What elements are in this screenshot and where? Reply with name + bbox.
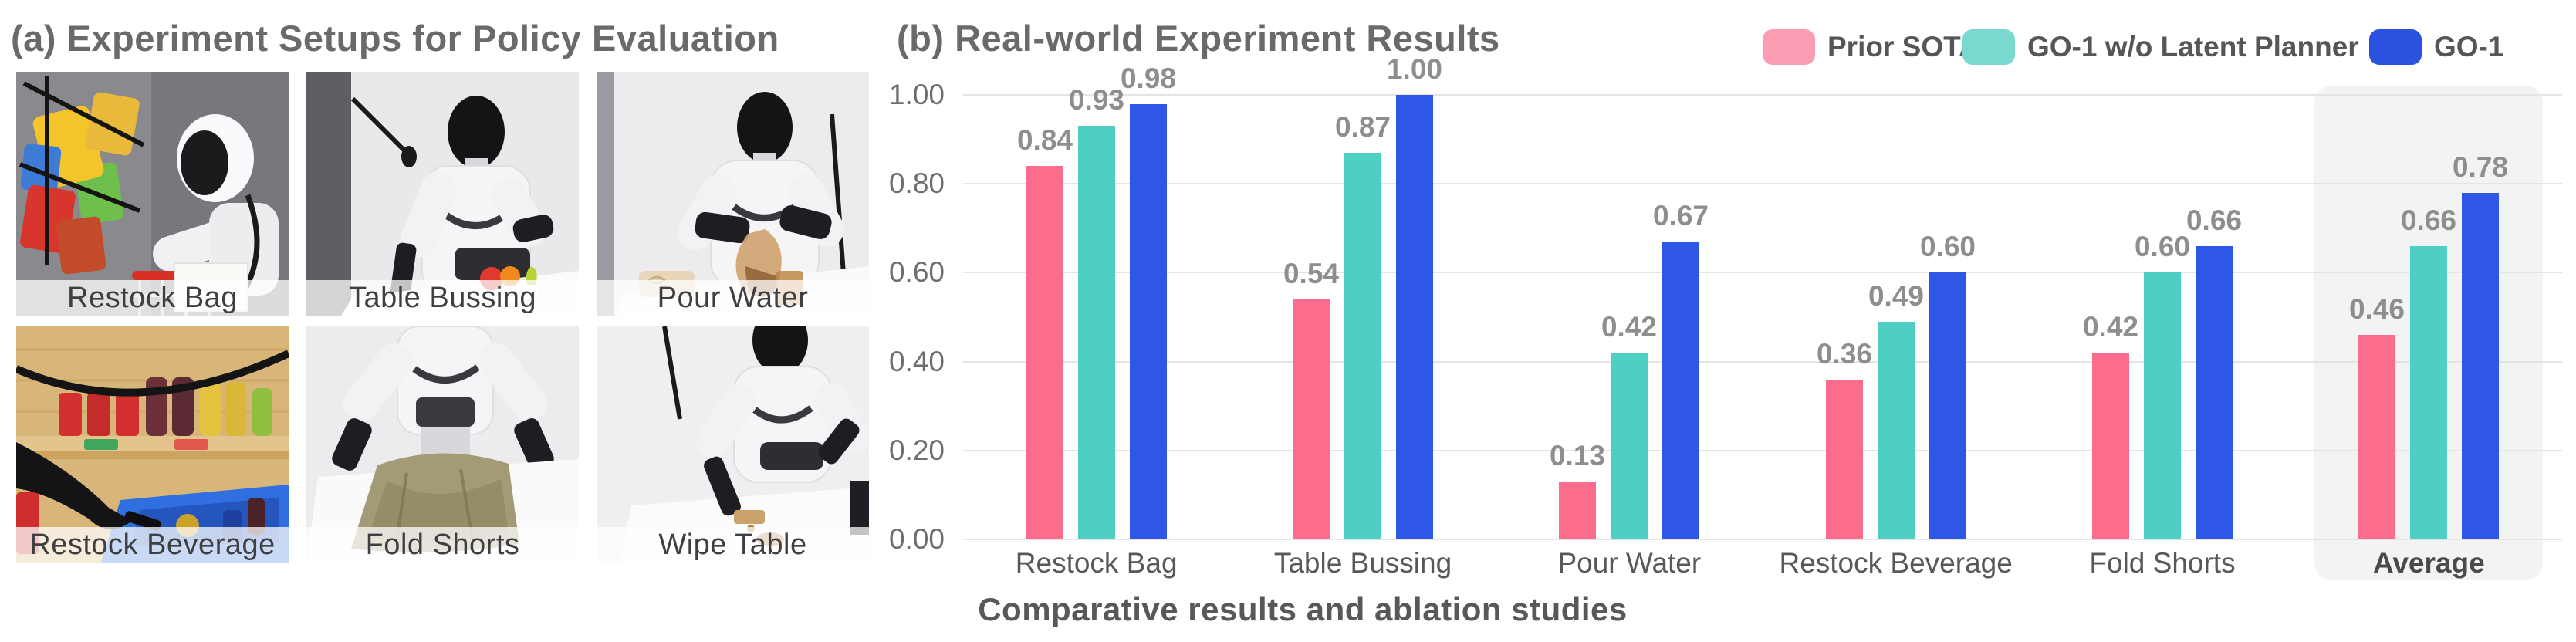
bar-Prior SOTA-Pour Water [1559,482,1596,539]
bar-value-label-Prior SOTA-Average: 0.46 [2348,293,2405,325]
bar-value-label-GO-1-Pour Water: 0.67 [1652,200,1709,231]
bar-GO-1-Average [2462,193,2499,539]
bar-GO-1 w/o Latent Planner-Restock Beverage [1878,322,1915,539]
legend-item-go1: GO-1 [2369,28,2503,66]
bar-value-label-Prior SOTA-Pour Water: 0.13 [1549,440,1605,471]
gridline-1.00 [963,94,2562,96]
bar-Prior SOTA-Average [2358,335,2395,539]
gridline-0.40 [963,360,2562,363]
bar-value-label-GO-1 w/o Latent Planner-Pour Water: 0.42 [1601,311,1657,343]
x-category-label-Restock Beverage: Restock Beverage [1779,547,2013,579]
bar-Prior SOTA-Restock Beverage [1826,380,1863,539]
photo-wipe-table: Wipe Table [597,326,869,563]
gridline-0.20 [963,449,2562,451]
bar-value-label-Prior SOTA-Table Bussing: 0.54 [1283,258,1339,289]
bar-GO-1-Restock Bag [1130,104,1167,539]
bar-value-label-GO-1-Average: 0.78 [2452,151,2508,183]
bar-value-label-Prior SOTA-Restock Bag: 0.84 [1016,124,1073,156]
gridline-0.80 [963,183,2562,185]
bar-GO-1 w/o Latent Planner-Table Bussing [1344,153,1381,539]
photo-restock-beverage: Restock Beverage [16,326,289,563]
wipe-table-scene-icon [597,326,869,563]
legend-item-prior-sota: Prior SOTA [1763,28,1979,66]
photo-fold-shorts: Fold Shorts [306,326,579,563]
bar-value-label-Prior SOTA-Fold Shorts: 0.42 [2082,311,2138,343]
y-tick-label-0.20: 0.20 [888,434,945,466]
restock-beverage-scene-icon [16,326,289,563]
gridline-0.60 [963,272,2562,274]
legend-item-go1-wo-latent-planner: GO-1 w/o Latent Planner [1962,28,2359,66]
bar-GO-1 w/o Latent Planner-Pour Water [1611,353,1648,539]
legend-label-prior-sota: Prior SOTA [1827,31,1979,63]
photo-pour-water: Pour Water [597,72,869,316]
legend-label-go1: GO-1 [2434,31,2504,63]
bar-GO-1-Restock Beverage [1929,272,1966,539]
photo-restock-bag: Restock Bag [16,72,289,316]
x-category-label-Table Bussing: Table Bussing [1273,547,1452,579]
legend-label-go1-wo-latent-planner: GO-1 w/o Latent Planner [2027,31,2359,63]
photo-label-restock-beverage: Restock Beverage [16,527,289,563]
bar-value-label-Prior SOTA-Restock Beverage: 0.36 [1816,338,1872,370]
legend-swatch-prior-sota [1763,29,1815,65]
photo-label-fold-shorts: Fold Shorts [306,527,579,563]
bar-value-label-GO-1 w/o Latent Planner-Average: 0.66 [2400,204,2456,236]
bar-GO-1-Pour Water [1662,242,1699,539]
x-category-label-Average: Average [2372,547,2485,579]
bar-value-label-GO-1 w/o Latent Planner-Restock Bag: 0.93 [1068,84,1124,116]
photo-label-wipe-table: Wipe Table [597,527,869,563]
y-tick-label-0.40: 0.40 [888,345,945,377]
chart-caption: Comparative results and ablation studies [978,591,1628,627]
bar-value-label-GO-1-Fold Shorts: 0.66 [2186,204,2242,236]
photo-label-pour-water: Pour Water [597,280,869,316]
bar-value-label-GO-1 w/o Latent Planner-Fold Shorts: 0.60 [2134,231,2190,262]
bar-value-label-GO-1-Restock Bag: 0.98 [1120,63,1176,94]
y-tick-label-0.60: 0.60 [888,256,945,289]
bar-Prior SOTA-Fold Shorts [2092,353,2129,539]
bar-GO-1 w/o Latent Planner-Restock Bag [1078,126,1115,539]
panel-a-title: (a) Experiment Setups for Policy Evaluat… [11,18,779,59]
photo-label-restock-bag: Restock Bag [16,280,289,316]
bar-GO-1 w/o Latent Planner-Average [2410,246,2447,539]
y-tick-label-0.00: 0.00 [888,523,945,555]
bar-GO-1-Fold Shorts [2196,246,2233,539]
bar-value-label-GO-1-Restock Beverage: 0.60 [1919,231,1976,262]
gridline-0.00 [963,539,2562,540]
y-tick-label-0.80: 0.80 [888,167,945,200]
panel-b-title: (b) Real-world Experiment Results [897,18,1500,59]
photo-table-bussing: Table Bussing [306,72,579,316]
bar-GO-1 w/o Latent Planner-Fold Shorts [2144,272,2181,539]
legend-swatch-go1-wo-latent-planner [1962,29,2015,65]
bar-Prior SOTA-Restock Bag [1026,166,1063,539]
bar-GO-1-Table Bussing [1396,95,1433,539]
bar-value-label-GO-1 w/o Latent Planner-Restock Beverage: 0.49 [1868,280,1924,312]
bar-value-label-GO-1-Table Bussing: 1.00 [1386,53,1442,85]
bar-Prior SOTA-Table Bussing [1293,299,1330,539]
legend-swatch-go1 [2369,29,2422,65]
bar-value-label-GO-1 w/o Latent Planner-Table Bussing: 0.87 [1334,111,1391,143]
photo-label-table-bussing: Table Bussing [306,280,579,316]
x-category-label-Fold Shorts: Fold Shorts [2089,547,2236,579]
x-category-label-Restock Bag: Restock Bag [1015,547,1178,579]
y-tick-label-1.00: 1.00 [888,79,945,110]
x-category-label-Pour Water: Pour Water [1557,547,1702,579]
